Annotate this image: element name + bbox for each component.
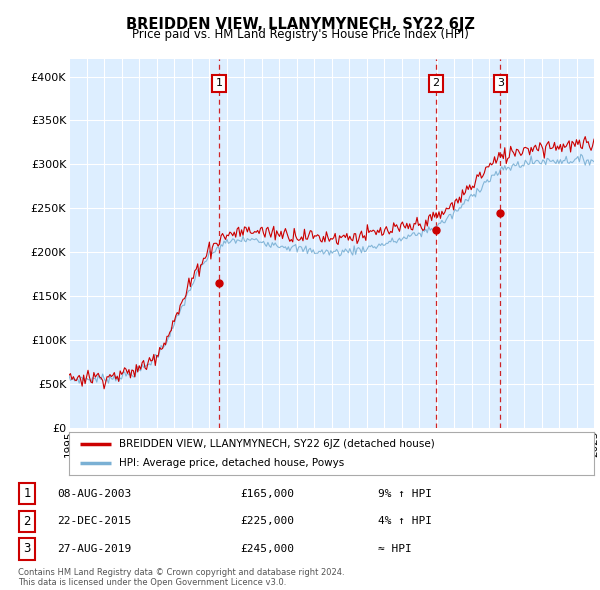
Text: 27-AUG-2019: 27-AUG-2019 <box>57 544 131 554</box>
Text: 1: 1 <box>216 78 223 88</box>
Text: £165,000: £165,000 <box>240 489 294 499</box>
Text: 9% ↑ HPI: 9% ↑ HPI <box>378 489 432 499</box>
Text: ≈ HPI: ≈ HPI <box>378 544 412 554</box>
Text: 22-DEC-2015: 22-DEC-2015 <box>57 516 131 526</box>
Text: 1: 1 <box>23 487 31 500</box>
Text: BREIDDEN VIEW, LLANYMYNECH, SY22 6JZ (detached house): BREIDDEN VIEW, LLANYMYNECH, SY22 6JZ (de… <box>119 438 434 448</box>
Text: 2: 2 <box>433 78 440 88</box>
Text: Contains HM Land Registry data © Crown copyright and database right 2024.
This d: Contains HM Land Registry data © Crown c… <box>18 568 344 587</box>
Text: 4% ↑ HPI: 4% ↑ HPI <box>378 516 432 526</box>
Text: HPI: Average price, detached house, Powys: HPI: Average price, detached house, Powy… <box>119 458 344 468</box>
Text: Price paid vs. HM Land Registry's House Price Index (HPI): Price paid vs. HM Land Registry's House … <box>131 28 469 41</box>
Text: £225,000: £225,000 <box>240 516 294 526</box>
Text: 2: 2 <box>23 514 31 528</box>
Text: 3: 3 <box>23 542 31 556</box>
Text: £245,000: £245,000 <box>240 544 294 554</box>
Text: 08-AUG-2003: 08-AUG-2003 <box>57 489 131 499</box>
Text: BREIDDEN VIEW, LLANYMYNECH, SY22 6JZ: BREIDDEN VIEW, LLANYMYNECH, SY22 6JZ <box>125 17 475 31</box>
Text: 3: 3 <box>497 78 504 88</box>
